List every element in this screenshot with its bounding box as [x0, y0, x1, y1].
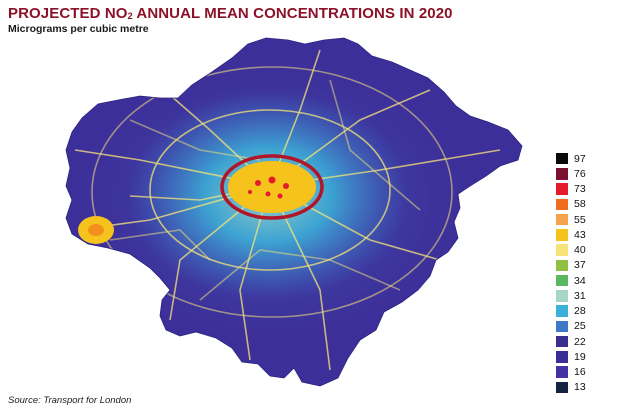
legend-swatch — [556, 213, 568, 226]
source-note: Source: Transport for London — [8, 395, 132, 406]
legend-item: 43 — [556, 227, 606, 242]
legend-swatch — [556, 335, 568, 348]
legend-swatch — [556, 305, 568, 317]
legend-swatch — [556, 320, 568, 333]
legend-item: 13 — [556, 380, 606, 395]
central-highlight-ring — [220, 154, 324, 220]
legend-item: 25 — [556, 319, 606, 334]
legend-label: 22 — [574, 335, 586, 348]
central-peaks — [248, 176, 289, 199]
legend-item: 34 — [556, 273, 606, 288]
legend-label: 76 — [574, 167, 586, 180]
legend-label: 43 — [574, 228, 586, 241]
legend-swatch — [556, 274, 568, 287]
legend-swatch — [556, 366, 568, 378]
legend-item: 16 — [556, 365, 606, 380]
legend-item: 31 — [556, 288, 606, 303]
legend-label: 58 — [574, 198, 586, 211]
concentration-legend: 97 76 73 58 55 43 40 37 34 31 28 25 22 19 16 13 — [556, 151, 606, 395]
legend-swatch — [556, 259, 568, 272]
legend-label: 37 — [574, 259, 586, 272]
legend-swatch — [556, 229, 568, 241]
legend-swatch — [556, 152, 568, 165]
legend-swatch — [556, 198, 568, 211]
legend-label: 31 — [574, 289, 586, 302]
central-london-hotspot — [228, 161, 316, 213]
legend-label: 13 — [574, 381, 586, 394]
legend-item: 22 — [556, 334, 606, 349]
legend-item: 37 — [556, 258, 606, 273]
map-subtitle: Micrograms per cubic metre — [8, 23, 149, 35]
legend-item: 55 — [556, 212, 606, 227]
legend-label: 16 — [574, 366, 586, 379]
legend-item: 19 — [556, 349, 606, 364]
legend-label: 28 — [574, 305, 586, 318]
legend-label: 40 — [574, 244, 586, 257]
legend-label: 73 — [574, 183, 586, 196]
legend-swatch — [556, 381, 568, 394]
legend-swatch — [556, 351, 568, 363]
legend-item: 58 — [556, 197, 606, 212]
legend-item: 40 — [556, 243, 606, 258]
legend-item: 28 — [556, 304, 606, 319]
legend-item: 76 — [556, 166, 606, 181]
legend-swatch — [556, 183, 568, 195]
legend-swatch — [556, 168, 568, 180]
legend-swatch — [556, 290, 568, 302]
legend-swatch — [556, 244, 568, 256]
legend-label: 55 — [574, 213, 586, 226]
legend-item: 73 — [556, 182, 606, 197]
legend-label: 34 — [574, 274, 586, 287]
map-title: PROJECTED NO2 ANNUAL MEAN CONCENTRATIONS… — [8, 5, 453, 22]
legend-label: 25 — [574, 320, 586, 333]
legend-label: 19 — [574, 350, 586, 363]
legend-item: 97 — [556, 151, 606, 166]
legend-label: 97 — [574, 152, 586, 165]
